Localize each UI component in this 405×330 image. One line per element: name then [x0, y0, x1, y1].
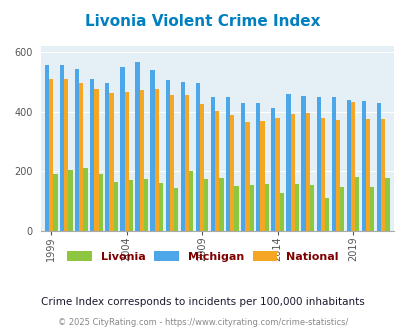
Bar — [249, 185, 253, 231]
Bar — [180, 82, 184, 231]
Bar — [369, 187, 373, 231]
Bar — [339, 187, 343, 231]
Bar — [256, 103, 260, 231]
Bar — [215, 111, 219, 231]
Bar — [210, 97, 215, 231]
Bar — [79, 82, 83, 231]
Bar — [290, 114, 294, 231]
Bar — [195, 82, 200, 231]
Bar — [241, 103, 245, 231]
Bar — [139, 90, 143, 231]
Bar — [150, 70, 154, 231]
Bar — [64, 79, 68, 231]
Bar — [230, 115, 234, 231]
Bar — [301, 96, 305, 231]
Text: Livonia Violent Crime Index: Livonia Violent Crime Index — [85, 14, 320, 29]
Bar — [98, 174, 102, 231]
Bar — [264, 184, 268, 231]
Bar — [60, 65, 64, 231]
Bar — [154, 89, 158, 231]
Bar — [94, 89, 98, 231]
Bar — [331, 97, 335, 231]
Legend: Livonia, Michigan, National: Livonia, Michigan, National — [63, 247, 342, 267]
Bar — [354, 177, 358, 231]
Bar — [174, 188, 178, 231]
Bar — [68, 170, 72, 231]
Bar — [105, 82, 109, 231]
Text: © 2025 CityRating.com - https://www.cityrating.com/crime-statistics/: © 2025 CityRating.com - https://www.city… — [58, 318, 347, 327]
Bar — [113, 182, 117, 231]
Bar — [158, 183, 163, 231]
Bar — [384, 178, 389, 231]
Bar — [245, 122, 249, 231]
Bar — [204, 179, 208, 231]
Bar — [361, 101, 365, 231]
Bar — [75, 69, 79, 231]
Bar — [219, 178, 223, 231]
Bar — [324, 198, 328, 231]
Bar — [305, 113, 309, 231]
Bar — [320, 118, 324, 231]
Bar — [128, 180, 133, 231]
Bar — [380, 119, 384, 231]
Bar — [83, 168, 87, 231]
Bar — [109, 93, 113, 231]
Bar — [135, 62, 139, 231]
Bar — [309, 185, 313, 231]
Bar — [184, 95, 189, 231]
Bar — [365, 119, 369, 231]
Bar — [286, 94, 290, 231]
Bar — [346, 100, 350, 231]
Bar — [200, 104, 204, 231]
Bar — [275, 118, 279, 231]
Text: Crime Index corresponds to incidents per 100,000 inhabitants: Crime Index corresponds to incidents per… — [41, 297, 364, 307]
Bar — [124, 92, 128, 231]
Bar — [226, 97, 230, 231]
Bar — [49, 79, 53, 231]
Bar — [260, 121, 264, 231]
Bar — [279, 193, 283, 231]
Bar — [169, 95, 174, 231]
Bar — [90, 79, 94, 231]
Bar — [350, 102, 354, 231]
Bar — [316, 97, 320, 231]
Bar — [165, 81, 169, 231]
Bar — [271, 108, 275, 231]
Bar — [294, 184, 298, 231]
Bar — [53, 174, 58, 231]
Bar — [234, 186, 238, 231]
Bar — [376, 103, 380, 231]
Bar — [143, 179, 148, 231]
Bar — [120, 67, 124, 231]
Bar — [189, 171, 193, 231]
Bar — [45, 65, 49, 231]
Bar — [335, 120, 339, 231]
